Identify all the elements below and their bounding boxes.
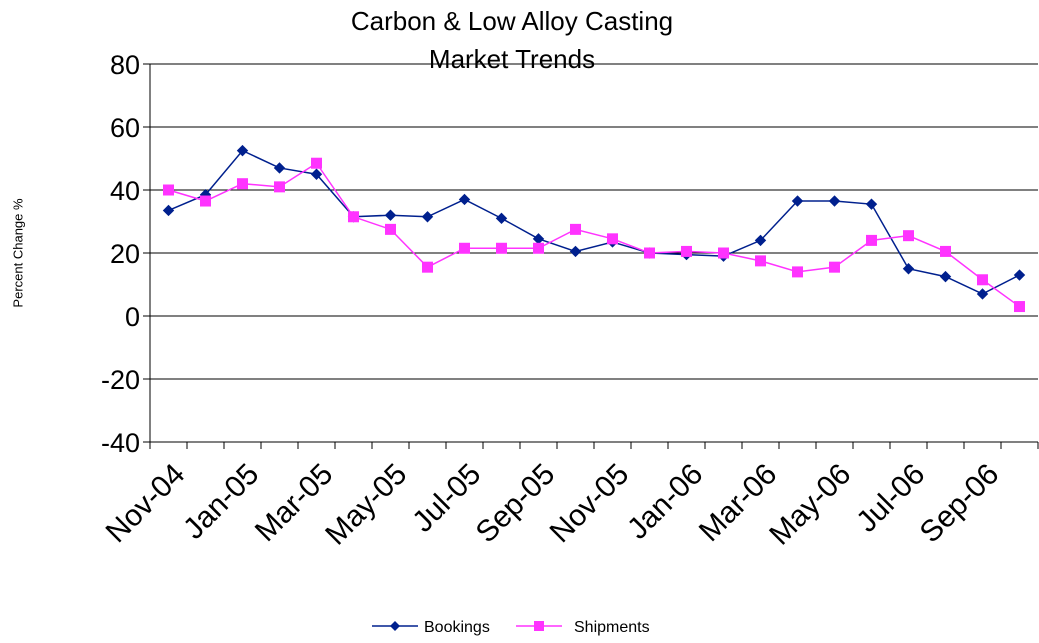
y-tick-label: -40	[101, 428, 140, 458]
x-tick-label: Nov-05	[544, 458, 636, 550]
data-point-shipments	[940, 245, 951, 257]
legend-marker-shipments	[534, 621, 544, 631]
data-point-shipments	[422, 261, 433, 273]
y-tick-label: -20	[101, 365, 140, 395]
y-tick-label: 60	[110, 113, 140, 143]
data-point-bookings	[569, 245, 582, 258]
legend-marker-bookings	[390, 621, 400, 631]
x-tick-label: May-05	[319, 458, 413, 552]
y-tick-label: 80	[110, 50, 140, 80]
data-point-bookings	[310, 168, 323, 180]
axis-layer: -40-20020406080Nov-04Jan-05Mar-05May-05J…	[11, 50, 1039, 552]
x-tick-label: Nov-04	[100, 458, 192, 550]
data-point-shipments	[237, 178, 248, 190]
data-point-bookings	[754, 234, 767, 247]
data-point-shipments	[348, 211, 359, 223]
series-line-bookings	[168, 149, 1020, 295]
data-point-shipments	[533, 242, 544, 254]
data-point-bookings	[458, 193, 471, 206]
x-tick-label: Sep-05	[470, 458, 562, 550]
data-point-shipments	[644, 247, 655, 259]
data-point-shipments	[866, 234, 877, 246]
x-tick-label: Jan-06	[621, 458, 709, 546]
data-point-shipments	[681, 245, 692, 257]
data-point-bookings	[828, 195, 841, 207]
data-point-shipments	[977, 274, 988, 286]
data-point-bookings	[532, 233, 545, 245]
data-point-shipments	[792, 266, 803, 278]
data-point-bookings	[865, 198, 878, 210]
y-axis-label: Percent Change %	[11, 198, 26, 308]
data-point-shipments	[459, 242, 470, 254]
data-point-shipments	[718, 247, 729, 259]
chart-title-line-2: Market Trends	[428, 44, 596, 74]
data-point-bookings	[976, 288, 989, 300]
grid-layer	[150, 63, 1038, 380]
data-point-shipments	[607, 233, 618, 245]
series-layer	[162, 144, 1026, 313]
legend: Bookings Shipments	[372, 619, 650, 636]
data-point-bookings	[939, 270, 952, 283]
data-point-bookings	[902, 263, 915, 275]
data-point-shipments	[903, 230, 914, 242]
y-tick-label: 40	[110, 176, 140, 206]
data-point-bookings	[1013, 269, 1026, 281]
data-point-bookings	[791, 195, 804, 207]
data-point-bookings	[495, 212, 508, 225]
data-point-shipments	[829, 261, 840, 273]
data-point-shipments	[496, 242, 507, 254]
data-point-bookings	[236, 144, 249, 157]
legend-label-shipments: Shipments	[574, 619, 650, 636]
data-point-shipments	[311, 157, 322, 169]
data-point-bookings	[273, 162, 286, 174]
data-point-bookings	[162, 204, 175, 217]
legend-label-bookings: Bookings	[424, 619, 490, 636]
data-point-shipments	[1014, 301, 1025, 313]
data-point-shipments	[570, 223, 581, 235]
x-tick-label: Sep-06	[914, 458, 1006, 550]
x-tick-label: May-06	[763, 458, 857, 552]
data-point-shipments	[755, 255, 766, 267]
data-point-shipments	[274, 181, 285, 193]
data-point-shipments	[385, 223, 396, 235]
data-point-bookings	[421, 211, 434, 223]
series-line-shipments	[168, 162, 1020, 308]
y-tick-label: 20	[110, 239, 140, 269]
data-point-bookings	[384, 209, 397, 221]
data-point-shipments	[200, 195, 211, 207]
data-point-shipments	[163, 184, 174, 196]
chart-title-line-1: Carbon & Low Alloy Casting	[350, 6, 674, 36]
y-tick-label: 0	[125, 302, 140, 332]
x-tick-label: Jan-05	[177, 458, 265, 546]
